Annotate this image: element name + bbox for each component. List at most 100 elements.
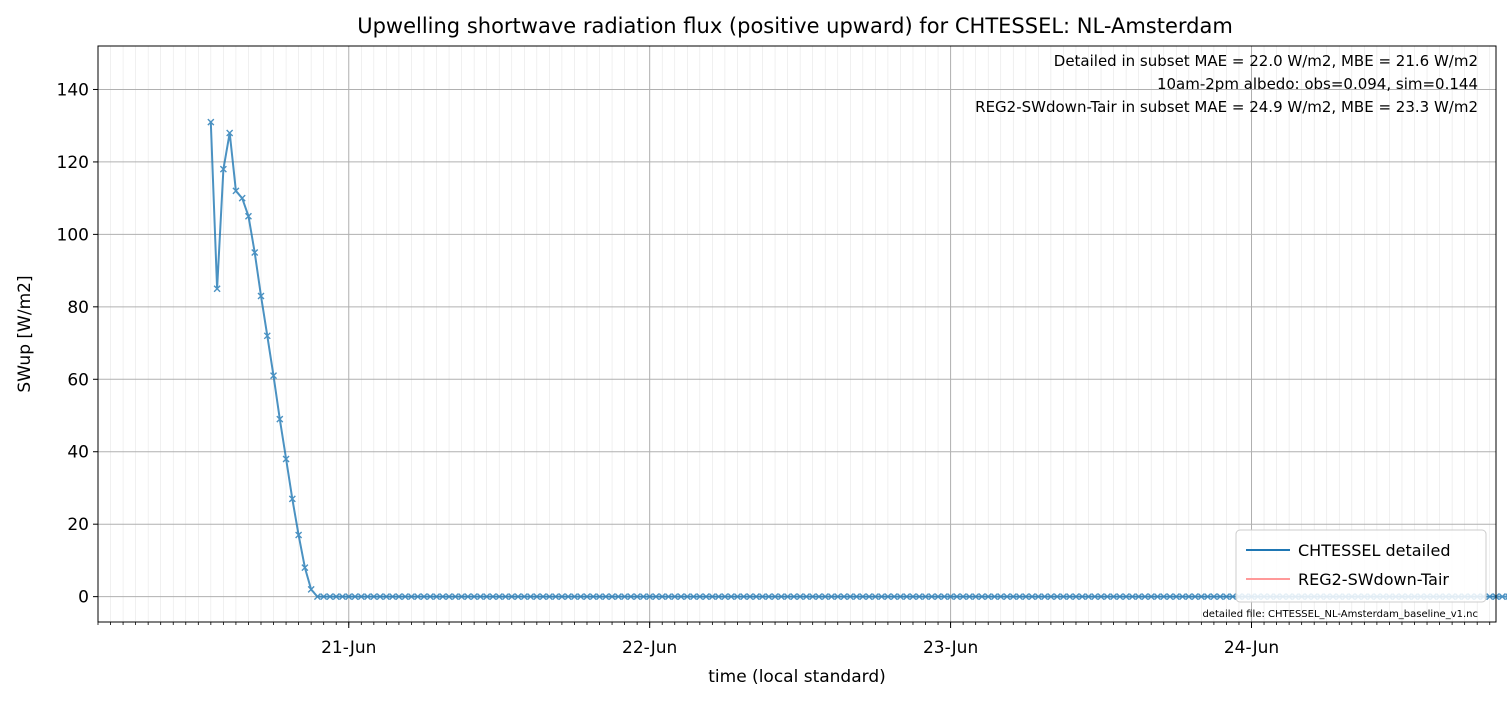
data-point xyxy=(520,593,528,601)
data-point xyxy=(733,593,741,601)
data-point xyxy=(489,593,497,601)
data-point xyxy=(1210,593,1218,601)
data-point xyxy=(357,593,365,601)
data-point xyxy=(451,593,459,601)
data-point xyxy=(301,564,309,572)
data-point xyxy=(1053,593,1061,601)
data-point xyxy=(802,593,810,601)
data-point xyxy=(370,593,378,601)
data-point xyxy=(1179,593,1187,601)
data-point xyxy=(1486,593,1494,601)
data-point xyxy=(1059,593,1067,601)
data-point xyxy=(407,593,415,601)
data-point xyxy=(270,372,278,380)
data-point xyxy=(815,593,823,601)
data-point xyxy=(1498,593,1506,601)
grid-lines xyxy=(97,46,1496,622)
chart-title: Upwelling shortwave radiation flux (posi… xyxy=(357,14,1233,38)
data-point xyxy=(1172,593,1180,601)
data-point xyxy=(896,593,904,601)
data-point xyxy=(990,593,998,601)
data-point xyxy=(1204,593,1212,601)
data-point xyxy=(934,593,942,601)
data-point xyxy=(476,593,484,601)
data-point xyxy=(865,593,873,601)
series-lines xyxy=(207,118,1507,601)
data-point xyxy=(364,593,372,601)
data-point xyxy=(338,593,346,601)
data-point xyxy=(853,593,861,601)
data-point xyxy=(639,593,647,601)
data-point xyxy=(1166,593,1174,601)
data-point xyxy=(1066,593,1074,601)
data-point xyxy=(313,593,321,601)
data-point xyxy=(1072,593,1080,601)
data-point xyxy=(827,593,835,601)
data-point xyxy=(552,593,560,601)
legend: CHTESSEL detailed REG2-SWdown-Tair xyxy=(1235,529,1487,603)
data-point xyxy=(1185,593,1193,601)
data-point xyxy=(677,593,685,601)
data-point xyxy=(834,593,842,601)
data-point xyxy=(1103,593,1111,601)
data-point xyxy=(395,593,403,601)
data-point xyxy=(1222,593,1230,601)
data-point xyxy=(539,593,547,601)
data-point xyxy=(1016,593,1024,601)
data-point xyxy=(978,593,986,601)
data-point xyxy=(376,593,384,601)
data-point xyxy=(765,593,773,601)
data-point xyxy=(570,593,578,601)
y-tick-label: 80 xyxy=(67,298,89,318)
data-point xyxy=(1097,593,1105,601)
data-point xyxy=(984,593,992,601)
data-point xyxy=(583,593,591,601)
data-point xyxy=(683,593,691,601)
data-point xyxy=(821,593,829,601)
data-point xyxy=(577,593,585,601)
data-point xyxy=(965,593,973,601)
data-point xyxy=(1047,593,1055,601)
data-point xyxy=(1197,593,1205,601)
data-point xyxy=(508,593,516,601)
data-point xyxy=(464,593,472,601)
data-point xyxy=(796,593,804,601)
data-point xyxy=(514,593,522,601)
data-point xyxy=(715,593,723,601)
data-point xyxy=(633,593,641,601)
data-point xyxy=(859,593,867,601)
series-chtessel-detailed xyxy=(207,118,1507,601)
data-point xyxy=(658,593,666,601)
y-tick-label: 40 xyxy=(67,443,89,463)
data-point xyxy=(276,415,284,423)
y-axis-ticks: 0 20 40 60 80 100 120 140 xyxy=(57,80,98,608)
data-point xyxy=(414,593,422,601)
data-point xyxy=(458,593,466,601)
data-point xyxy=(332,593,340,601)
data-point xyxy=(1153,593,1161,601)
data-point xyxy=(878,593,886,601)
data-point xyxy=(1028,593,1036,601)
annotation-albedo: 10am-2pm albedo: obs=0.094, sim=0.144 xyxy=(1157,75,1478,93)
data-point xyxy=(207,118,215,126)
data-point xyxy=(420,593,428,601)
data-point xyxy=(433,593,441,601)
data-point xyxy=(746,593,754,601)
y-tick-label: 60 xyxy=(67,370,89,390)
data-point xyxy=(545,593,553,601)
data-point xyxy=(282,455,290,463)
data-point xyxy=(1191,593,1199,601)
data-point xyxy=(1160,593,1168,601)
data-point xyxy=(890,593,898,601)
data-point xyxy=(1085,593,1093,601)
legend-box xyxy=(1235,529,1487,603)
data-point xyxy=(784,593,792,601)
data-point xyxy=(727,593,735,601)
data-point xyxy=(1034,593,1042,601)
x-tick-label: 23-Jun xyxy=(923,638,978,658)
y-tick-label: 0 xyxy=(78,588,89,608)
data-point xyxy=(903,593,911,601)
data-point xyxy=(257,292,265,300)
data-point xyxy=(652,593,660,601)
data-point xyxy=(1141,593,1149,601)
